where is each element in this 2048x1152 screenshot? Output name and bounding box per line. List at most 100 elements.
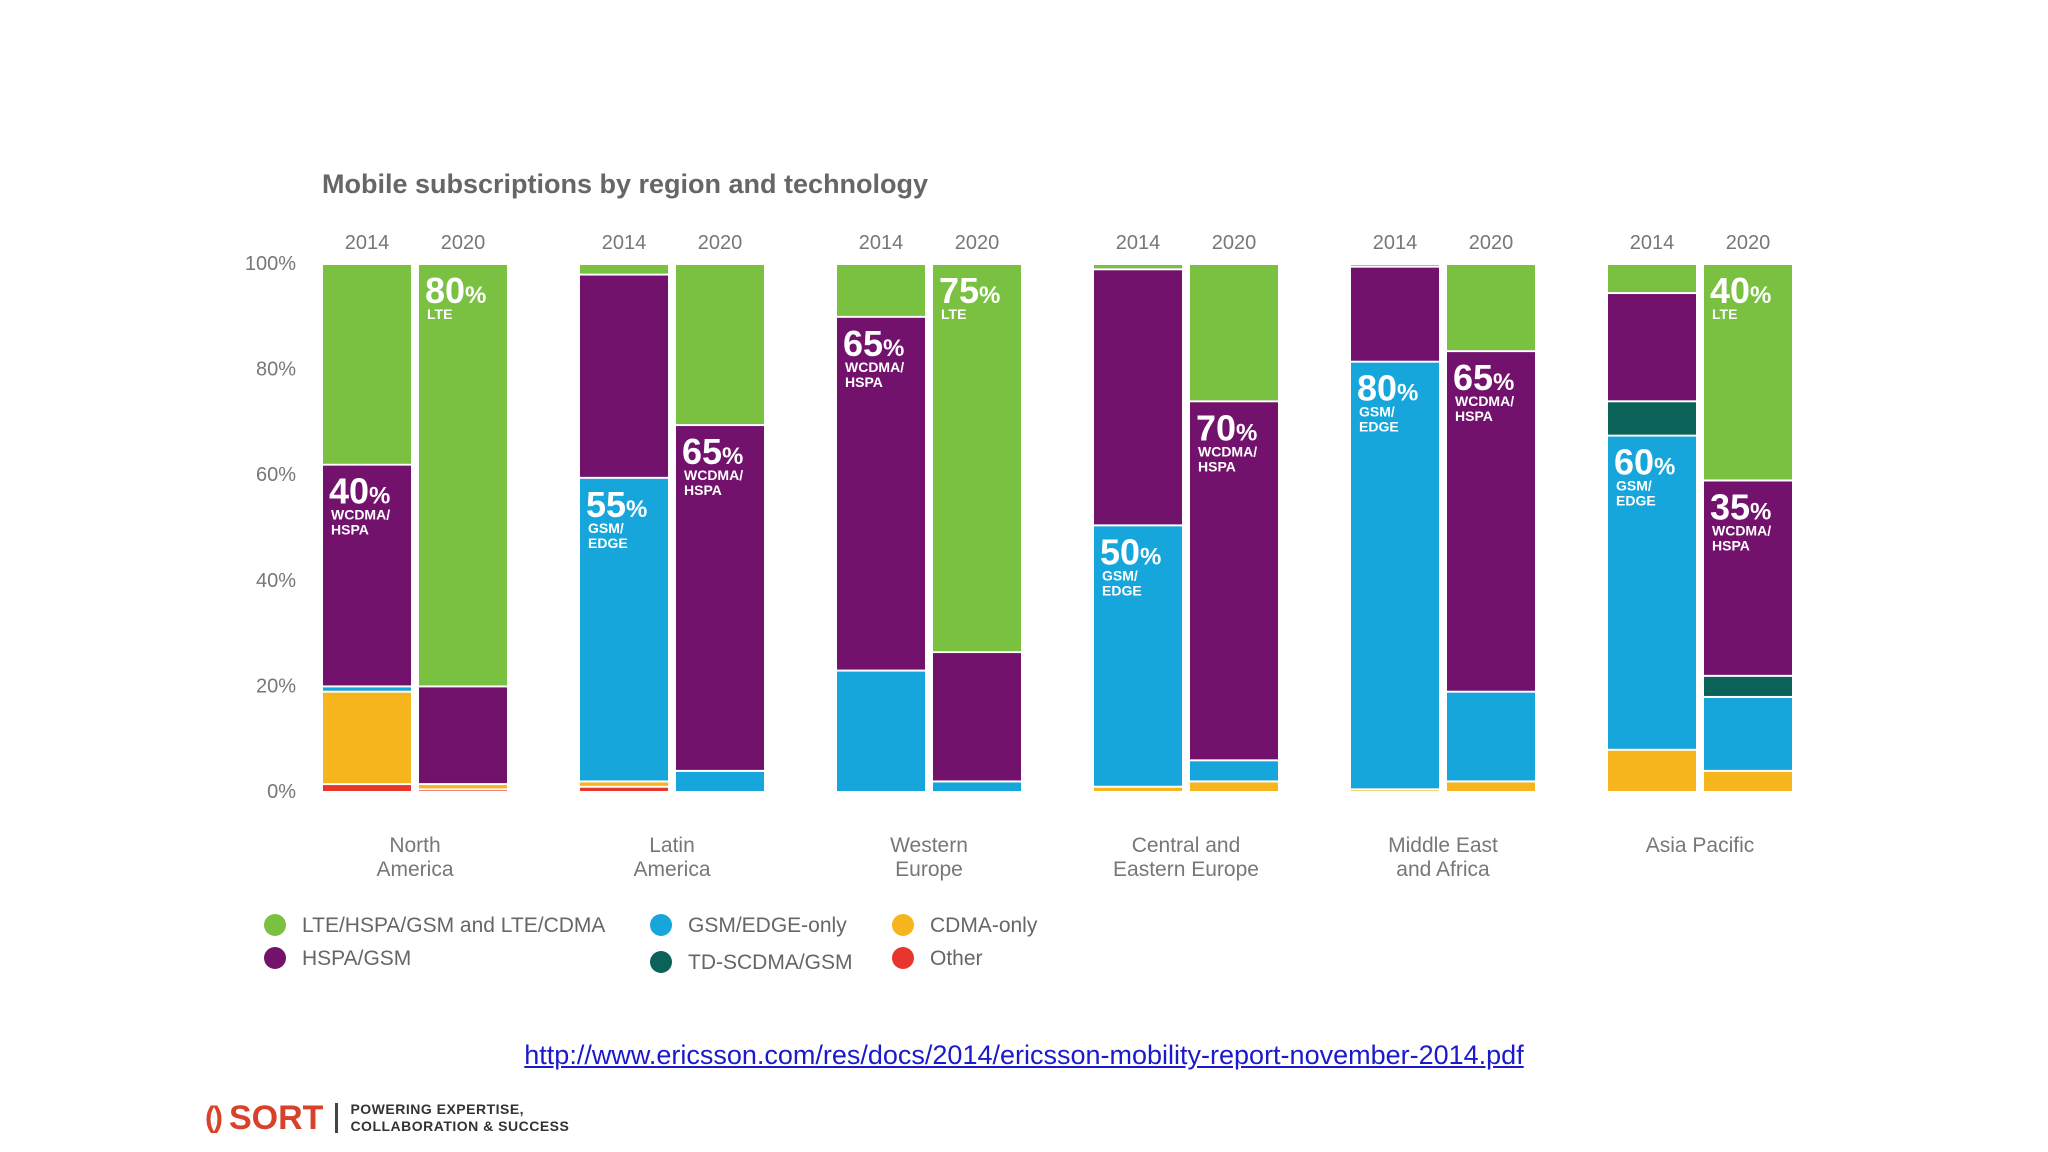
legend-label: TD-SCDMA/GSM bbox=[688, 951, 853, 974]
source-link[interactable]: http://www.ericsson.com/res/docs/2014/er… bbox=[524, 1040, 1524, 1070]
y-tick-label: 0% bbox=[267, 781, 296, 803]
segment-divider bbox=[1351, 265, 1439, 268]
legend-item-hspa: HSPA/GSM bbox=[264, 947, 411, 970]
region-label: Central and bbox=[1132, 834, 1241, 857]
bar-annotation-percent: 35% bbox=[1710, 486, 1771, 527]
bar-annotation-label: HSPA bbox=[331, 522, 369, 538]
bar-annotation-label: LTE bbox=[1712, 306, 1737, 322]
year-label: 2020 bbox=[698, 232, 743, 254]
bar-annotation-label: EDGE bbox=[1102, 582, 1142, 598]
segment-divider bbox=[580, 476, 668, 479]
legend-item-cdma: CDMA-only bbox=[892, 914, 1038, 937]
segment-divider bbox=[1094, 268, 1182, 271]
region-label: Europe bbox=[895, 858, 963, 881]
segment-divider bbox=[1094, 263, 1182, 265]
bar-annotation-label: LTE bbox=[941, 306, 966, 322]
bar-annotation-percent: 55% bbox=[586, 484, 647, 525]
year-label: 2020 bbox=[1212, 232, 1257, 254]
sort-logo: () SORT POWERING EXPERTISE, COLLABORATIO… bbox=[205, 1098, 569, 1138]
year-label: 2014 bbox=[345, 232, 390, 254]
bar-segment-td bbox=[1704, 674, 1792, 696]
y-tick-label: 20% bbox=[256, 675, 296, 697]
segment-divider bbox=[1608, 292, 1696, 295]
year-label: 2020 bbox=[441, 232, 486, 254]
bar-segment-gsm bbox=[1704, 695, 1792, 770]
segment-divider bbox=[837, 263, 925, 265]
segment-divider bbox=[1447, 263, 1535, 265]
bar-segment-cdma bbox=[1447, 780, 1535, 791]
bar-segment-other bbox=[580, 785, 668, 791]
y-tick-label: 40% bbox=[256, 570, 296, 592]
segment-divider bbox=[837, 315, 925, 318]
bar-segment-hspa bbox=[676, 424, 764, 770]
bar-annotation-percent: 70% bbox=[1196, 407, 1257, 448]
bar-segment-hspa bbox=[1351, 265, 1439, 361]
bar-annotation-label: WCDMA/ bbox=[331, 507, 390, 523]
bar-segment-lte bbox=[1094, 263, 1182, 269]
bar-annotation-label: HSPA bbox=[1455, 408, 1493, 424]
region-group: 2014 60%GSM/EDGE 2020 40%LTE 35%WCDMA/HSPA As… bbox=[1608, 232, 1792, 857]
segment-divider bbox=[419, 783, 507, 786]
region-label: North bbox=[389, 834, 440, 857]
bar-annotation-label: GSM/ bbox=[588, 520, 624, 536]
bar-segment-other bbox=[323, 783, 411, 791]
bar-segment-lte bbox=[323, 263, 411, 464]
bar-segment-gsm bbox=[676, 769, 764, 791]
bar-annotation-label: HSPA bbox=[1198, 458, 1236, 474]
region-label: Middle East bbox=[1388, 834, 1498, 857]
y-tick-label: 60% bbox=[256, 464, 296, 486]
bar-annotation-percent: 65% bbox=[682, 431, 743, 472]
bar-segment-lte bbox=[419, 263, 507, 686]
y-axis: 100% 80% 60% 40% 20% 0% bbox=[245, 253, 296, 803]
legend-swatch bbox=[650, 951, 672, 973]
bar-annotation-percent: 60% bbox=[1614, 442, 1675, 483]
chart-title: Mobile subscriptions by region and techn… bbox=[322, 169, 928, 199]
segment-divider bbox=[580, 785, 668, 788]
bar-segment-gsm bbox=[933, 780, 1021, 791]
segment-divider bbox=[1447, 690, 1535, 693]
bar-annotation-percent: 80% bbox=[1357, 368, 1418, 409]
segment-divider bbox=[676, 424, 764, 427]
logo-tagline: POWERING EXPERTISE, COLLABORATION & SUCC… bbox=[350, 1101, 569, 1135]
legend-swatch bbox=[892, 947, 914, 969]
logo-tagline-line-1: POWERING EXPERTISE, bbox=[350, 1101, 525, 1117]
bar-segment-gsm bbox=[1351, 360, 1439, 789]
bar-segment-cdma bbox=[580, 780, 668, 786]
legend-label: HSPA/GSM bbox=[302, 947, 411, 970]
region-label: Eastern Europe bbox=[1113, 858, 1259, 881]
region-label: Asia Pacific bbox=[1646, 834, 1755, 857]
bar-annotation-percent: 40% bbox=[329, 471, 390, 512]
bar-annotation-label: LTE bbox=[427, 306, 452, 322]
bar-segment-gsm bbox=[1447, 690, 1535, 781]
bar-segment-gsm bbox=[323, 685, 411, 691]
segment-divider bbox=[323, 783, 411, 786]
bar-segment-hspa bbox=[1608, 292, 1696, 401]
segment-divider bbox=[933, 780, 1021, 783]
legend-label: LTE/HSPA/GSM and LTE/CDMA bbox=[302, 914, 605, 937]
bar-segment-hspa bbox=[933, 651, 1021, 781]
year-label: 2014 bbox=[1630, 232, 1675, 254]
segment-divider bbox=[1447, 780, 1535, 783]
year-label: 2014 bbox=[859, 232, 904, 254]
legend-item-td: TD-SCDMA/GSM bbox=[650, 951, 853, 974]
legend-label: GSM/EDGE-only bbox=[688, 914, 847, 937]
bar-annotation-label: EDGE bbox=[1359, 419, 1399, 435]
legend-swatch bbox=[264, 947, 286, 969]
bar-annotation-percent: 75% bbox=[939, 270, 1000, 311]
legend-swatch bbox=[650, 914, 672, 936]
bar-annotation-label: HSPA bbox=[684, 482, 722, 498]
bar-segment-gsm bbox=[1094, 524, 1182, 786]
segment-divider bbox=[1704, 674, 1792, 677]
segment-divider bbox=[676, 263, 764, 265]
legend-item-lte: LTE/HSPA/GSM and LTE/CDMA bbox=[264, 914, 605, 937]
region-group: 2014 80%GSM/EDGE 2020 65%WCDMA/HSPA Middle E… bbox=[1351, 232, 1535, 881]
segment-divider bbox=[1608, 748, 1696, 751]
segment-divider bbox=[1094, 785, 1182, 788]
logo-tagline-line-2: COLLABORATION & SUCCESS bbox=[350, 1118, 570, 1134]
bar-annotation-percent: 80% bbox=[425, 270, 486, 311]
segment-divider bbox=[1608, 400, 1696, 403]
bar-segment-cdma bbox=[1094, 785, 1182, 791]
bar-segment-cdma bbox=[323, 690, 411, 784]
bar-annotation-label: WCDMA/ bbox=[684, 467, 743, 483]
